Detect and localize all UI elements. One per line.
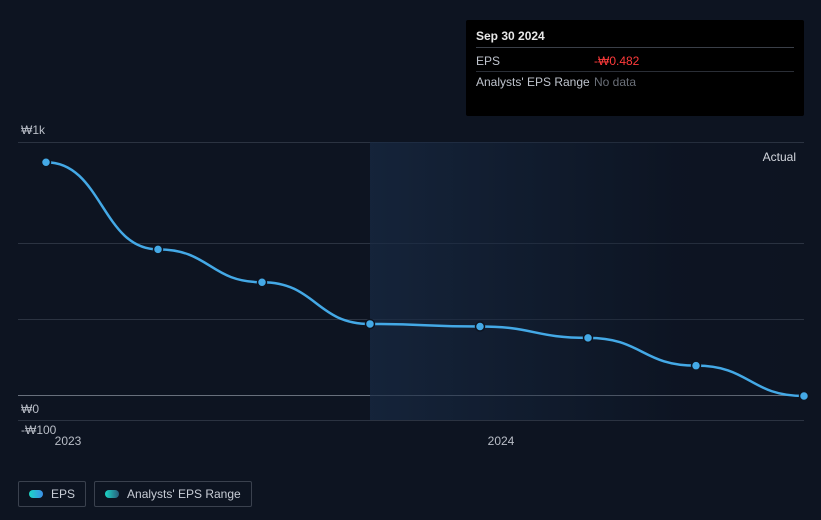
chart-container: Sep 30 2024 EPS-₩0.482Analysts' EPS Rang… (0, 0, 821, 520)
tooltip-row: EPS-₩0.482 (476, 51, 794, 72)
legend-label: Analysts' EPS Range (127, 487, 241, 501)
eps-point[interactable] (584, 333, 593, 342)
tooltip-row-value: No data (594, 75, 636, 89)
eps-point[interactable] (258, 278, 267, 287)
eps-point[interactable] (476, 322, 485, 331)
x-axis-label: 2023 (55, 434, 82, 448)
legend-swatch (29, 490, 43, 498)
tooltip-row-value: -₩0.482 (594, 54, 639, 68)
legend: EPS Analysts' EPS Range (18, 481, 252, 507)
legend-item-range[interactable]: Analysts' EPS Range (94, 481, 252, 507)
line-chart-svg (18, 142, 804, 420)
eps-point[interactable] (692, 361, 701, 370)
plot-area[interactable]: Actual (18, 142, 804, 420)
gridline (18, 420, 804, 421)
x-axis-label: 2024 (488, 434, 515, 448)
tooltip-row-label: EPS (476, 54, 594, 68)
tooltip-date: Sep 30 2024 (476, 26, 794, 48)
eps-line (46, 162, 804, 396)
y-axis-label: ₩1k (21, 123, 45, 137)
eps-point[interactable] (154, 245, 163, 254)
legend-swatch (105, 490, 119, 498)
tooltip-row: Analysts' EPS RangeNo data (476, 72, 794, 92)
legend-label: EPS (51, 487, 75, 501)
y-axis-label: -₩100 (21, 423, 56, 437)
tooltip-row-label: Analysts' EPS Range (476, 75, 594, 89)
eps-point[interactable] (800, 391, 809, 400)
legend-item-eps[interactable]: EPS (18, 481, 86, 507)
eps-point[interactable] (366, 319, 375, 328)
eps-point[interactable] (42, 158, 51, 167)
chart-tooltip: Sep 30 2024 EPS-₩0.482Analysts' EPS Rang… (466, 20, 804, 116)
